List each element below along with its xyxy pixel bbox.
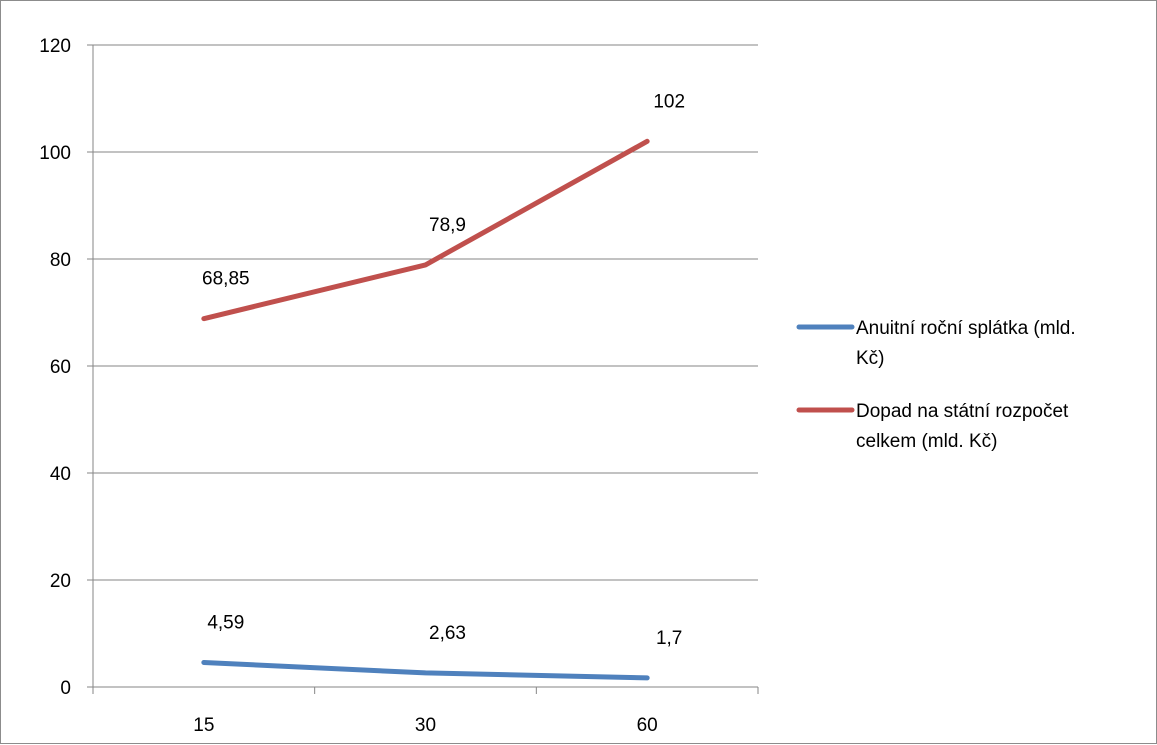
x-tick-label: 60: [637, 715, 658, 736]
y-tick-label: 60: [50, 357, 71, 378]
data-label: 102: [653, 91, 685, 112]
x-tick-label: 30: [415, 715, 436, 736]
y-tick-label: 40: [50, 464, 71, 485]
legend-label: Kč): [856, 348, 885, 369]
y-tick-label: 120: [39, 36, 71, 57]
y-tick-label: 20: [50, 571, 71, 592]
data-label: 78,9: [429, 215, 466, 236]
data-labels: 4,59 2,63 1,7 68,85 78,9 102: [202, 91, 685, 649]
gridlines: [93, 44, 758, 581]
data-label: 68,85: [202, 269, 250, 290]
data-label: 2,63: [429, 623, 466, 644]
series-line-1: [201, 138, 650, 322]
series-lines: [201, 138, 650, 681]
legend-label: celkem (mld. Kč): [856, 431, 997, 452]
legend-label: Dopad na státní rozpočet: [856, 401, 1069, 422]
legend-entry-1: Dopad na státní rozpočet celkem (mld. Kč): [796, 401, 1069, 452]
y-tick-label: 100: [39, 143, 71, 164]
y-tick-label: 0: [60, 678, 71, 699]
axes: 0 20 40 60 80 100 120 15 30 60: [39, 36, 759, 736]
y-tick-label: 80: [50, 250, 71, 271]
data-label: 4,59: [207, 612, 244, 633]
legend-entry-0: Anuitní roční splátka (mld. Kč): [796, 318, 1076, 369]
legend-label: Anuitní roční splátka (mld.: [856, 318, 1076, 339]
legend: Anuitní roční splátka (mld. Kč) Dopad na s…: [796, 318, 1076, 452]
x-tick-label: 15: [193, 715, 214, 736]
data-label: 1,7: [656, 628, 682, 649]
series-line-0: [201, 659, 650, 681]
